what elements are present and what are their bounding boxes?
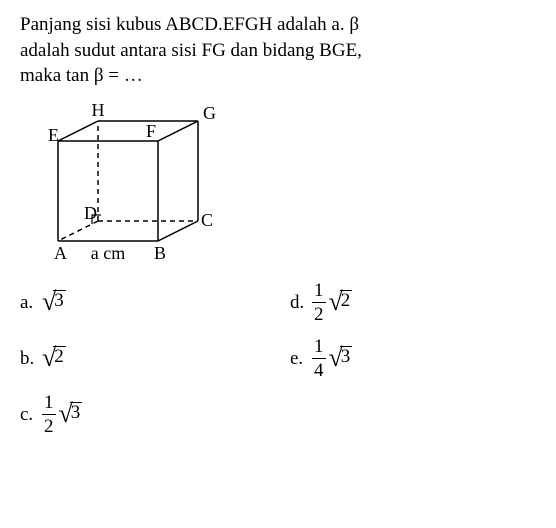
question-line-3: maka tan β = … [20, 63, 536, 89]
edge-EH [58, 121, 98, 141]
option-e-den: 4 [312, 358, 326, 380]
option-e-num: 1 [312, 337, 326, 358]
label-B: B [154, 243, 166, 263]
question-line-1: Panjang sisi kubus ABCD.EFGH adalah a. β [20, 12, 536, 38]
label-C: C [201, 210, 213, 230]
option-c: c. 1 2 √3 [20, 393, 290, 436]
question-text: Panjang sisi kubus ABCD.EFGH adalah a. β… [20, 12, 536, 89]
option-row-c: c. 1 2 √3 [20, 387, 536, 443]
option-a-letter: a. [20, 292, 42, 314]
option-a: a. √3 [20, 290, 290, 316]
label-F: F [146, 121, 156, 141]
cube-diagram: H G E F D C A B a cm [48, 91, 536, 271]
label-edge-a: a cm [91, 243, 125, 263]
cube-svg: H G E F D C A B a cm [48, 91, 218, 271]
question-line-2: adalah sudut antara sisi FG dan bidang B… [20, 38, 536, 64]
option-c-den: 2 [42, 414, 56, 436]
answer-options: a. √3 d. 1 2 √2 b. √2 e. [20, 275, 536, 443]
edge-FG [158, 121, 198, 141]
option-d: d. 1 2 √2 [290, 281, 352, 324]
option-row-ad: a. √3 d. 1 2 √2 [20, 275, 536, 331]
option-c-num: 1 [42, 393, 56, 414]
edge-BC [158, 221, 198, 241]
option-b-letter: b. [20, 348, 42, 370]
option-b: b. √2 [20, 346, 290, 372]
label-G: G [203, 103, 216, 123]
label-H: H [92, 100, 105, 120]
option-d-den: 2 [312, 302, 326, 324]
option-c-letter: c. [20, 404, 42, 426]
label-D: D [84, 203, 97, 223]
option-d-letter: d. [290, 292, 312, 314]
option-e-letter: e. [290, 348, 312, 370]
option-d-num: 1 [312, 281, 326, 302]
option-e: e. 1 4 √3 [290, 337, 352, 380]
label-E: E [48, 125, 59, 145]
label-A: A [54, 243, 67, 263]
option-row-be: b. √2 e. 1 4 √3 [20, 331, 536, 387]
